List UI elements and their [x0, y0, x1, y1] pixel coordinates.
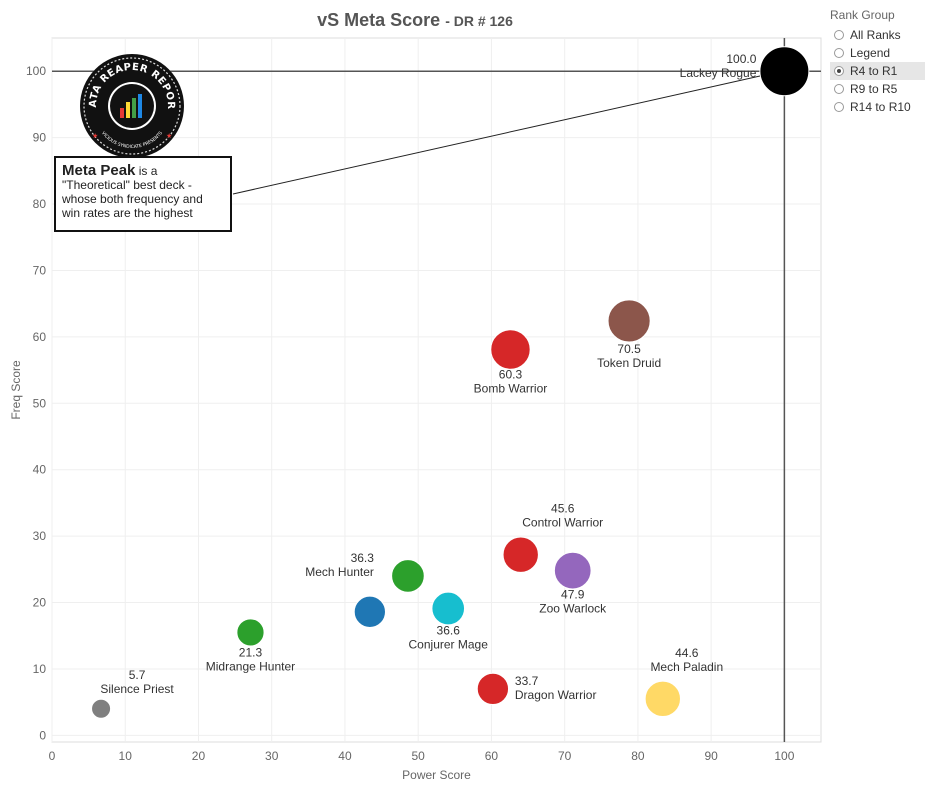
data-label-score: 36.6 — [437, 624, 461, 638]
y-tick-label: 50 — [33, 396, 47, 410]
rank-option-r9-to-r5[interactable]: R9 to R5 — [830, 80, 925, 98]
x-tick-label: 0 — [49, 749, 56, 763]
rank-option-legend[interactable]: Legend — [830, 44, 925, 62]
x-tick-label: 20 — [192, 749, 206, 763]
y-tick-label: 60 — [33, 330, 47, 344]
data-label-name: Silence Priest — [100, 682, 174, 696]
data-points — [91, 46, 810, 719]
gridlines — [51, 37, 822, 743]
data-point — [607, 299, 651, 343]
radio-icon[interactable] — [834, 30, 844, 40]
x-tick-label: 50 — [412, 749, 426, 763]
axes: 0 10 20 30 40 50 60 70 80 90 100 0 10 20 30 40 50 60 70 80 9… — [9, 64, 795, 782]
annotation-line4: win rates are the highest — [62, 206, 193, 220]
y-tick-label: 40 — [33, 463, 47, 477]
chart-title: vS Meta Score - DR # 126 — [0, 10, 830, 31]
x-tick-label: 60 — [485, 749, 499, 763]
data-label-name: Conjurer Mage — [409, 638, 489, 652]
rank-option-r4-to-r1[interactable]: R4 to R1 — [830, 62, 925, 80]
rank-option-r14-to-r10[interactable]: R14 to R10 — [830, 98, 925, 116]
data-point — [759, 46, 810, 97]
data-point — [236, 618, 265, 647]
radio-selected-icon[interactable] — [834, 66, 844, 76]
data-reaper-logo: DATA REAPER REPORT VICIOUS SYNDICATE PRE… — [78, 52, 184, 158]
x-tick-label: 70 — [558, 749, 572, 763]
data-label-name: Lackey Rogue — [680, 66, 757, 80]
data-label-score: 70.5 — [617, 342, 641, 356]
data-label-score: 21.3 — [239, 645, 263, 659]
y-tick-label: 100 — [26, 64, 46, 78]
y-tick-label: 70 — [33, 263, 47, 277]
logo-star-left-icon: ★ — [92, 132, 98, 140]
rank-group-filter: Rank Group All Ranks Legend R4 to R1 R9 … — [830, 8, 925, 116]
data-label-score: 47.9 — [561, 588, 585, 602]
reference-lines — [52, 38, 821, 742]
x-tick-label: 40 — [338, 749, 352, 763]
data-label-name: Token Druid — [597, 356, 661, 370]
annotation-strong: Meta Peak — [62, 162, 136, 179]
rank-group-title: Rank Group — [830, 8, 895, 22]
chart-title-sub: - DR # 126 — [445, 13, 513, 29]
rank-option-label: Legend — [850, 46, 891, 60]
data-label-score: 44.6 — [675, 646, 699, 660]
data-label-score: 100.0 — [726, 52, 756, 66]
y-tick-label: 90 — [33, 131, 47, 145]
chart-title-main: vS Meta Score — [317, 10, 441, 30]
radio-icon[interactable] — [834, 48, 844, 58]
annotation-line3: whose both frequency and — [62, 192, 203, 206]
x-tick-label: 10 — [119, 749, 133, 763]
y-tick-label: 10 — [33, 662, 47, 676]
annotation-line2: "Theoretical" best deck - — [62, 178, 192, 192]
meta-peak-annotation: Meta Peak is a "Theoretical" best deck -… — [54, 156, 232, 232]
x-axis-title: Power Score — [402, 768, 471, 782]
data-point — [490, 329, 531, 370]
data-label-name: Mech Hunter — [305, 565, 374, 579]
rank-option-label: R9 to R5 — [850, 82, 898, 96]
data-label-name: Zoo Warlock — [539, 602, 607, 616]
data-label-score: 36.3 — [351, 551, 375, 565]
x-tick-label: 30 — [265, 749, 279, 763]
annotation-line1: is a — [135, 164, 158, 178]
data-point — [353, 595, 386, 628]
rank-option-label: R14 to R10 — [850, 100, 911, 114]
rank-option-all-ranks[interactable]: All Ranks — [830, 26, 925, 44]
y-tick-label: 80 — [33, 197, 47, 211]
y-tick-label: 0 — [39, 728, 46, 742]
data-label-score: 33.7 — [515, 674, 539, 688]
data-point — [476, 672, 510, 706]
data-label-name: Dragon Warrior — [515, 688, 597, 702]
data-label-name: Mech Paladin — [650, 660, 723, 674]
data-label-name: Midrange Hunter — [206, 659, 295, 673]
y-tick-label: 20 — [33, 596, 47, 610]
y-axis-title: Freq Score — [9, 360, 23, 420]
data-label-score: 5.7 — [129, 668, 146, 682]
y-tick-label: 30 — [33, 529, 47, 543]
data-point — [553, 551, 592, 590]
logo-star-right-icon: ★ — [166, 132, 172, 140]
radio-icon[interactable] — [834, 102, 844, 112]
data-label-name: Bomb Warrior — [474, 381, 548, 395]
data-point — [91, 698, 112, 719]
data-label-score: 45.6 — [551, 502, 575, 516]
data-point — [431, 591, 466, 626]
rank-option-label: R4 to R1 — [850, 64, 898, 78]
data-label-score: 60.3 — [499, 367, 523, 381]
data-point — [644, 680, 681, 718]
x-tick-label: 90 — [704, 749, 718, 763]
x-tick-label: 80 — [631, 749, 645, 763]
data-label-name: Control Warrior — [522, 516, 603, 530]
data-point — [502, 536, 539, 573]
rank-option-label: All Ranks — [850, 28, 901, 42]
x-tick-label: 100 — [774, 749, 794, 763]
annotation-connector-line — [232, 75, 761, 195]
data-point — [391, 559, 425, 593]
radio-icon[interactable] — [834, 84, 844, 94]
